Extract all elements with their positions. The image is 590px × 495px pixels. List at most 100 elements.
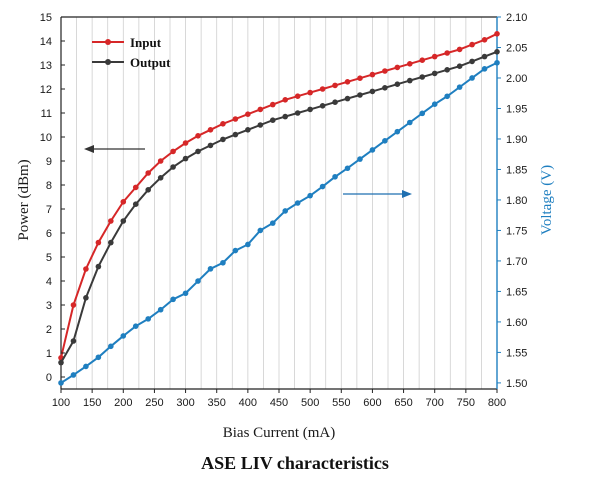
input-series-point — [344, 79, 351, 85]
legend-output-marker — [105, 59, 111, 65]
voltage-series-point — [394, 128, 401, 135]
input-series-point — [257, 106, 264, 113]
y2-tick-label: 1.60 — [506, 317, 527, 329]
input-series-point — [108, 218, 114, 224]
output-series-point — [294, 110, 301, 116]
legend-item-output: Output — [92, 55, 171, 70]
x-tick-label: 750 — [457, 397, 475, 409]
legend: Input Output — [92, 35, 171, 70]
legend-output-label: Output — [130, 55, 171, 70]
voltage-series-point — [95, 354, 102, 361]
y2-tick-label: 1.90 — [506, 134, 527, 146]
voltage-series-point — [182, 290, 189, 297]
voltage-series-point — [444, 93, 450, 100]
output-series-point — [357, 92, 363, 98]
legend-item-input: Input — [92, 35, 162, 50]
output-series-point — [95, 263, 102, 270]
output-series-point — [257, 122, 264, 128]
output-series-point — [120, 218, 127, 224]
legend-input-marker — [105, 39, 111, 45]
voltage-series-point — [494, 59, 500, 66]
input-series-point — [494, 31, 500, 37]
input-series-point — [269, 101, 276, 108]
x-tick-label: 800 — [488, 397, 506, 409]
input-series-point — [469, 41, 475, 48]
output-series-point — [269, 117, 276, 123]
y2-tick-label: 1.65 — [506, 286, 527, 298]
input-series-point — [195, 133, 201, 139]
voltage-series-point — [282, 208, 289, 214]
voltage-series-point — [207, 266, 214, 272]
input-series-point — [481, 37, 488, 43]
output-series-point — [456, 63, 463, 69]
voltage-series-point — [332, 173, 338, 180]
input-series-point — [282, 97, 289, 103]
output-series-point — [232, 131, 239, 138]
output-series-point — [369, 88, 376, 95]
output-series-point — [195, 148, 201, 155]
voltage-series-point — [469, 75, 475, 81]
y-axis-title: Power (dBm) — [16, 159, 32, 240]
voltage-series-point — [456, 84, 463, 90]
legend-input-label: Input — [130, 35, 162, 50]
x-tick-label: 250 — [145, 397, 163, 409]
y2-tick-label: 2.05 — [506, 42, 527, 54]
y2-tick-label: 1.80 — [506, 195, 527, 207]
y2-tick-label: 2.10 — [506, 12, 527, 24]
output-series-point — [220, 136, 226, 143]
input-series-point — [307, 89, 313, 96]
x-tick-label: 700 — [426, 397, 444, 409]
voltage-series-point — [407, 119, 413, 126]
y-tick-label: 1 — [46, 348, 52, 360]
output-series-point — [344, 95, 351, 102]
input-series-point — [419, 57, 426, 63]
vertical-gridlines — [76, 17, 482, 389]
output-series-point — [83, 295, 89, 301]
input-series-point — [294, 93, 301, 99]
output-series-point — [182, 155, 189, 162]
y2-tick-label: 1.75 — [506, 225, 527, 237]
y-tick-label: 13 — [40, 60, 52, 72]
voltage-series-point — [294, 200, 301, 206]
input-series-point — [394, 64, 401, 71]
output-series-point — [108, 239, 114, 246]
y-tick-label: 10 — [40, 132, 52, 144]
voltage-series — [58, 59, 500, 386]
input-series — [58, 31, 500, 361]
output-series-point — [157, 175, 164, 181]
output-series-point — [319, 103, 326, 109]
voltage-series-point — [481, 66, 488, 72]
y-tick-label: 15 — [40, 12, 52, 24]
voltage-series-point — [257, 227, 264, 234]
liv-chart: 100 150 200 250 300 350 400 450 500 550 600 650 700 7… — [16, 12, 555, 441]
arrow-to-right-axis — [343, 190, 412, 198]
voltage-series-point — [431, 101, 438, 108]
input-series-point — [369, 71, 376, 78]
y-tick-label: 11 — [41, 108, 52, 120]
voltage-series-point — [70, 372, 77, 378]
output-series-point — [332, 99, 338, 105]
input-series-point — [120, 199, 127, 205]
output-series-point — [58, 359, 64, 366]
x-axis-title: Bias Current (mA) — [223, 425, 335, 441]
voltage-series-point — [307, 192, 313, 199]
input-series-point — [182, 140, 189, 146]
y-tick-label: 0 — [46, 372, 52, 384]
voltage-series-point — [83, 363, 89, 370]
y-tick-label: 3 — [46, 300, 52, 312]
output-series-point — [419, 74, 426, 80]
voltage-series-point — [195, 278, 201, 284]
x-tick-label: 650 — [394, 397, 412, 409]
x-tick-label: 200 — [114, 397, 132, 409]
voltage-series-point — [344, 165, 351, 172]
series-layer — [58, 31, 500, 386]
voltage-series-point — [220, 259, 226, 266]
voltage-series-point — [319, 183, 326, 190]
input-series-point — [456, 46, 463, 53]
voltage-series-point — [120, 333, 127, 339]
voltage-series-point — [269, 220, 276, 226]
y-tick-label: 14 — [40, 36, 52, 48]
y-tick-label: 6 — [46, 228, 52, 240]
